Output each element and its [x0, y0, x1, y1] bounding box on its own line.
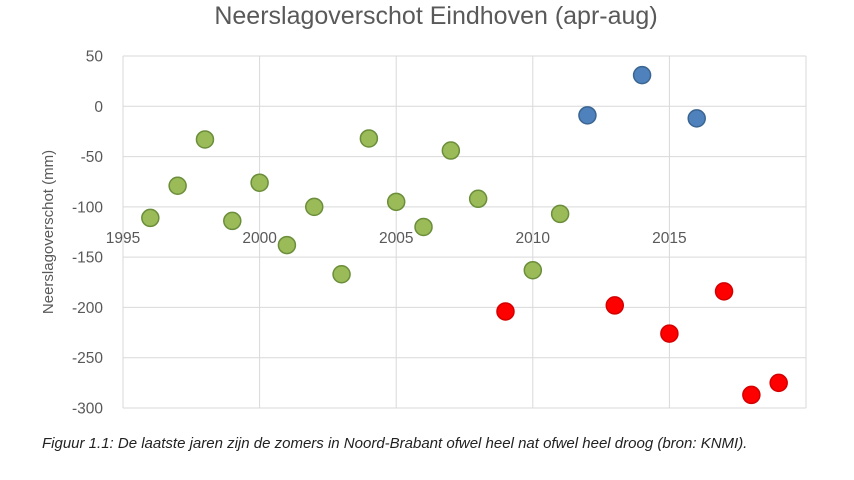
- data-point: [195, 130, 215, 149]
- data-point: [550, 204, 570, 224]
- data-points: [141, 65, 788, 405]
- data-point: [414, 217, 433, 237]
- data-point: [496, 302, 515, 321]
- data-point: [386, 192, 406, 212]
- data-point: [277, 235, 297, 255]
- data-point: [359, 129, 379, 148]
- data-point: [250, 173, 269, 192]
- data-point: [304, 197, 324, 217]
- chart-title: Neerslagoverschot Eindhoven (apr-aug): [214, 2, 657, 30]
- y-tick-label: 0: [94, 99, 103, 116]
- y-tick-labels: 50 0 -50 -100 -150 -200 -250 -300: [72, 49, 103, 418]
- y-axis-title: Neerslagoverschot (mm): [40, 150, 57, 314]
- data-point: [332, 264, 351, 284]
- x-tick-label: 2010: [516, 230, 551, 247]
- y-tick-label: 50: [86, 49, 104, 66]
- data-point: [660, 324, 679, 343]
- data-point: [578, 106, 597, 125]
- scatter-chart: Neerslagoverschot Eindhoven (apr-aug) Ne…: [40, 2, 807, 418]
- x-tick-label: 2015: [652, 230, 686, 247]
- y-tick-label: -50: [81, 149, 104, 166]
- data-point: [468, 189, 488, 209]
- data-point: [687, 109, 706, 128]
- y-tick-label: -250: [72, 350, 103, 367]
- y-tick-label: -200: [72, 300, 103, 317]
- y-tick-label: -100: [72, 199, 103, 216]
- data-point: [141, 208, 160, 228]
- data-point: [223, 211, 242, 231]
- x-tick-label: 2000: [242, 230, 277, 247]
- y-tick-label: -150: [72, 250, 103, 267]
- figure-caption: Figuur 1.1: De laatste jaren zijn de zom…: [42, 435, 748, 452]
- data-point: [742, 385, 761, 405]
- x-tick-label: 2005: [379, 230, 413, 247]
- data-point: [605, 296, 625, 315]
- x-tick-labels: 1995 2000 2005 2010 2015: [106, 230, 687, 247]
- x-tick-label: 1995: [106, 230, 140, 247]
- data-point: [632, 65, 652, 85]
- data-point: [714, 282, 734, 301]
- data-point: [441, 141, 461, 160]
- data-point: [769, 373, 788, 393]
- gridlines: [122, 55, 807, 409]
- data-point: [523, 260, 543, 280]
- data-point: [168, 176, 187, 195]
- y-tick-label: -300: [72, 401, 103, 418]
